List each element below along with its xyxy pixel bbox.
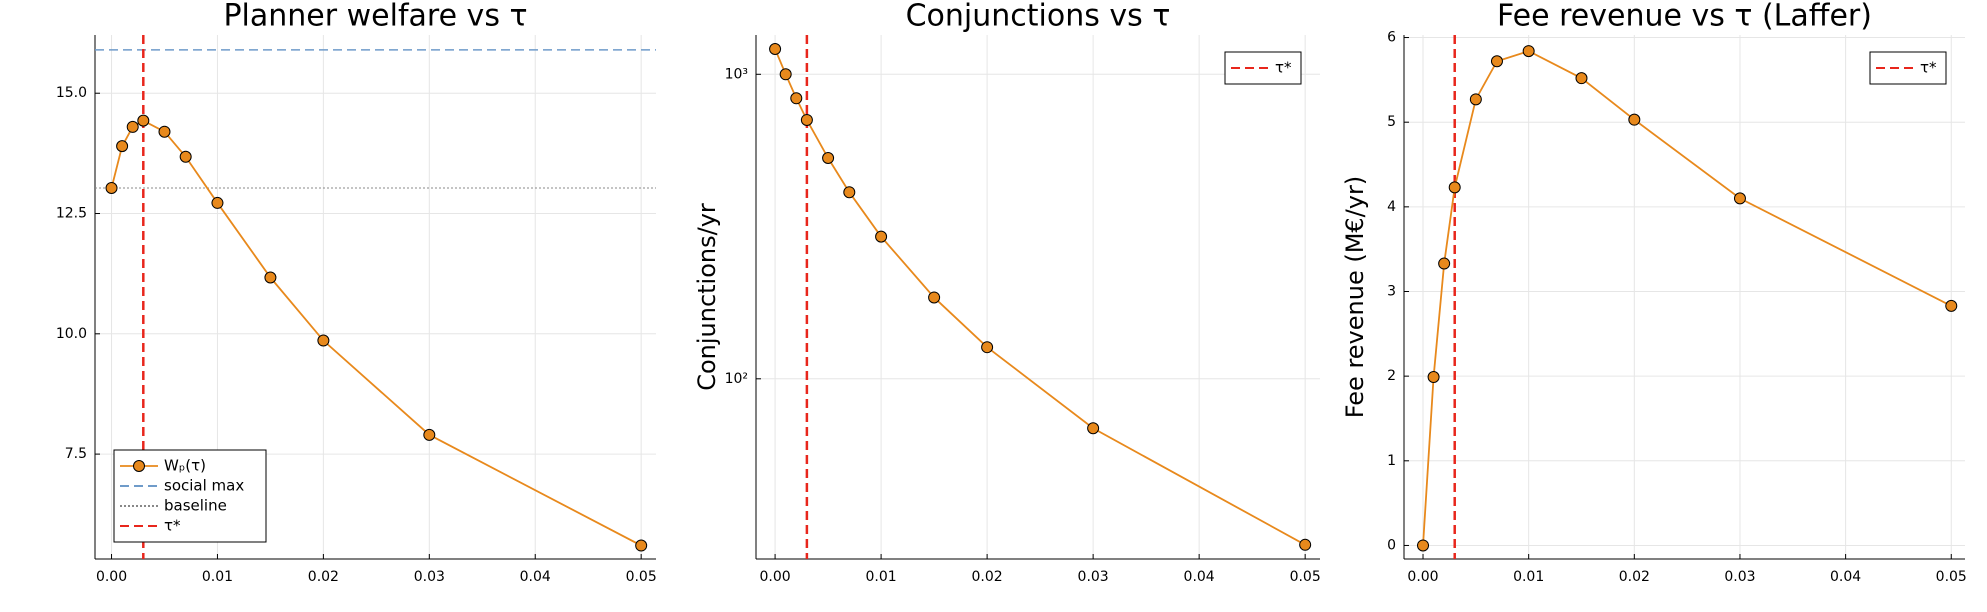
y-tick-label: 1: [1387, 453, 1396, 469]
y-tick-label: 12.5: [56, 206, 87, 222]
data-point: [126, 120, 139, 133]
x-tick-label: 0.03: [1724, 569, 1755, 585]
legend: Wₚ(τ) social max baseline τ*: [113, 449, 267, 543]
data-point: [317, 334, 330, 347]
y-tick-label: 10³: [725, 66, 748, 82]
y-tick-label: 0: [1387, 537, 1396, 553]
x-tick-label: 0.00: [759, 569, 790, 585]
data-point: [137, 114, 150, 127]
data-point: [423, 428, 436, 441]
data-point: [1427, 370, 1440, 383]
x-tick-label: 0.01: [866, 569, 897, 585]
data-point: [928, 291, 941, 304]
y-tick-label: 4: [1387, 199, 1396, 215]
x-tick-label: 0.02: [1619, 569, 1650, 585]
x-tick-label: 0.02: [308, 569, 339, 585]
legend-label: τ*: [164, 517, 181, 535]
chart-title: Conjunctions vs τ: [906, 0, 1171, 34]
data-point: [105, 182, 118, 195]
data-point: [1522, 45, 1535, 58]
legend-label: τ*: [1920, 59, 1937, 77]
y-axis-label: Conjunctions/yr: [693, 203, 721, 391]
x-tick-label: 0.01: [202, 569, 233, 585]
data-point: [158, 125, 171, 138]
y-tick-label: 10.0: [56, 326, 87, 342]
legend-label: Wₚ(τ): [164, 457, 206, 475]
data-point: [1087, 422, 1100, 435]
x-tick-label: 0.05: [1290, 569, 1321, 585]
chart-title: Planner welfare vs τ: [223, 0, 527, 34]
data-point: [211, 196, 224, 209]
x-tick-label: 0.03: [1078, 569, 1109, 585]
data-point: [1945, 299, 1958, 312]
y-axis-label: Fee revenue (M€/yr): [1341, 176, 1369, 418]
data-point: [1417, 539, 1430, 552]
legend-swatch: [133, 460, 145, 472]
data-point: [179, 150, 192, 163]
legend-label: τ*: [1275, 59, 1292, 77]
data-point: [1733, 192, 1746, 205]
y-tick-label: 10²: [725, 371, 748, 387]
x-tick-label: 0.05: [1936, 569, 1967, 585]
x-tick-label: 0.04: [1184, 569, 1215, 585]
data-point: [981, 341, 994, 354]
chart-title: Fee revenue vs τ (Laffer): [1497, 0, 1872, 34]
legend: τ*: [1869, 51, 1947, 85]
data-point: [875, 230, 888, 243]
data-point: [779, 68, 792, 81]
x-tick-label: 0.04: [1830, 569, 1861, 585]
data-point: [843, 186, 856, 199]
legend-label: baseline: [164, 497, 227, 515]
data-point: [1438, 257, 1451, 270]
data-point: [635, 539, 648, 552]
x-tick-label: 0.03: [414, 569, 445, 585]
series-line: [1422, 50, 1952, 546]
data-point: [1575, 72, 1588, 85]
data-point: [769, 42, 782, 55]
data-point: [800, 113, 813, 126]
x-tick-label: 0.04: [520, 569, 551, 585]
x-tick-label: 0.00: [96, 569, 127, 585]
y-tick-label: 6: [1387, 30, 1396, 46]
data-point: [1448, 181, 1461, 194]
legend: τ*: [1224, 51, 1302, 85]
data-point: [116, 140, 129, 153]
y-tick-label: 7.5: [65, 446, 87, 462]
legend-label: social max: [164, 477, 244, 495]
x-tick-label: 0.02: [972, 569, 1003, 585]
y-tick-label: 5: [1387, 114, 1396, 130]
y-tick-label: 2: [1387, 368, 1396, 384]
series-line: [774, 48, 1306, 546]
data-point: [822, 152, 835, 165]
data-point: [1299, 538, 1312, 551]
data-point: [264, 271, 277, 284]
data-point: [790, 92, 803, 105]
x-tick-label: 0.00: [1407, 569, 1438, 585]
data-point: [1490, 55, 1503, 68]
y-tick-label: 3: [1387, 283, 1396, 299]
x-tick-label: 0.05: [626, 569, 657, 585]
x-tick-label: 0.01: [1513, 569, 1544, 585]
y-tick-label: 15.0: [56, 85, 87, 101]
data-point: [1469, 93, 1482, 106]
data-point: [1628, 113, 1641, 126]
